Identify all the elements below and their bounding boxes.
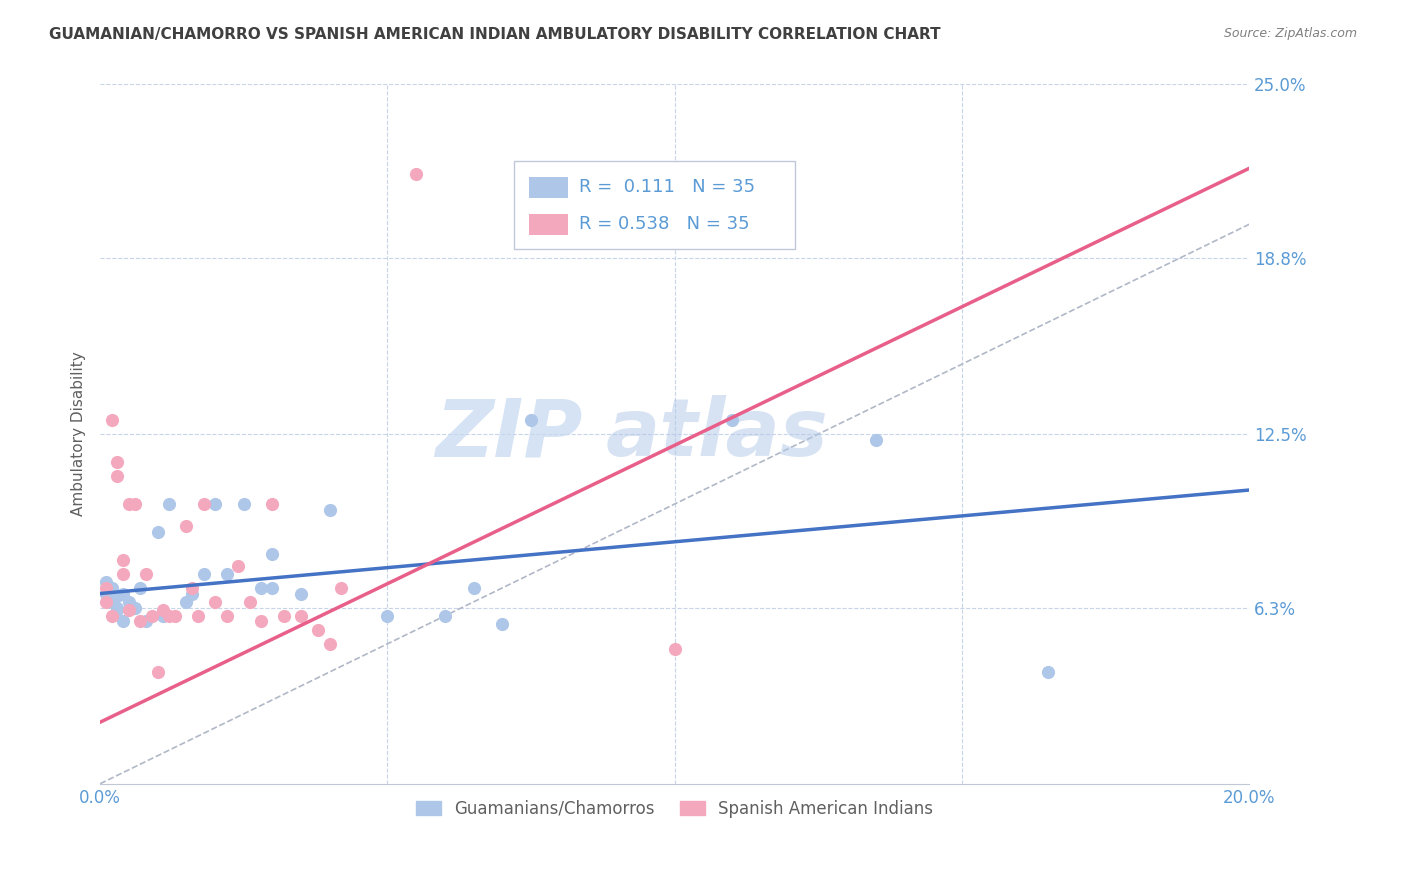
Point	[250, 615, 273, 629]
Point	[330, 581, 353, 595]
Point	[520, 413, 543, 427]
Point	[176, 595, 198, 609]
Y-axis label: Ambulatory Disability: Ambulatory Disability	[72, 351, 86, 516]
Point	[124, 497, 146, 511]
Point	[290, 586, 312, 600]
Point	[163, 608, 186, 623]
Point	[157, 497, 180, 511]
Point	[105, 600, 128, 615]
Point	[146, 665, 169, 679]
Point	[176, 519, 198, 533]
Point	[112, 566, 135, 581]
Point	[1036, 665, 1059, 679]
Point	[181, 581, 204, 595]
Point	[100, 581, 122, 595]
Point	[232, 497, 254, 511]
Point	[463, 581, 485, 595]
Text: ZIP: ZIP	[436, 395, 582, 473]
Point	[193, 497, 215, 511]
Point	[215, 608, 238, 623]
Point	[94, 581, 117, 595]
Point	[319, 502, 342, 516]
Point	[204, 497, 226, 511]
Point	[250, 581, 273, 595]
Point	[238, 595, 260, 609]
Point	[100, 413, 122, 427]
Point	[112, 615, 135, 629]
Point	[112, 586, 135, 600]
Point	[141, 608, 163, 623]
Point	[204, 595, 226, 609]
Point	[146, 524, 169, 539]
Text: R = 0.538   N = 35: R = 0.538 N = 35	[579, 215, 749, 233]
Point	[262, 547, 284, 561]
FancyBboxPatch shape	[513, 161, 796, 249]
Point	[105, 603, 128, 617]
Point	[377, 608, 399, 623]
Point	[105, 590, 128, 604]
Point	[100, 608, 122, 623]
Text: atlas: atlas	[606, 395, 828, 473]
FancyBboxPatch shape	[529, 214, 568, 235]
Text: R =  0.111   N = 35: R = 0.111 N = 35	[579, 178, 755, 196]
Point	[215, 566, 238, 581]
Point	[262, 497, 284, 511]
Point	[664, 642, 686, 657]
Point	[118, 603, 141, 617]
Point	[226, 558, 249, 573]
Point	[157, 608, 180, 623]
Point	[118, 497, 141, 511]
Point	[865, 433, 887, 447]
Point	[105, 469, 128, 483]
Point	[152, 608, 174, 623]
Point	[94, 595, 117, 609]
Point	[112, 553, 135, 567]
Point	[262, 581, 284, 595]
Text: Source: ZipAtlas.com: Source: ZipAtlas.com	[1223, 27, 1357, 40]
FancyBboxPatch shape	[529, 178, 568, 198]
Point	[193, 566, 215, 581]
Point	[118, 595, 141, 609]
Point	[94, 586, 117, 600]
Point	[152, 603, 174, 617]
Point	[319, 637, 342, 651]
Point	[491, 617, 513, 632]
Point	[135, 615, 157, 629]
Point	[187, 608, 209, 623]
Point	[105, 455, 128, 469]
Point	[405, 167, 427, 181]
Point	[124, 600, 146, 615]
Text: GUAMANIAN/CHAMORRO VS SPANISH AMERICAN INDIAN AMBULATORY DISABILITY CORRELATION : GUAMANIAN/CHAMORRO VS SPANISH AMERICAN I…	[49, 27, 941, 42]
Point	[129, 581, 152, 595]
Point	[135, 566, 157, 581]
Point	[181, 586, 204, 600]
Legend: Guamanians/Chamorros, Spanish American Indians: Guamanians/Chamorros, Spanish American I…	[409, 793, 939, 824]
Point	[721, 413, 744, 427]
Point	[100, 595, 122, 609]
Point	[290, 608, 312, 623]
Point	[94, 575, 117, 590]
Point	[307, 623, 329, 637]
Point	[273, 608, 295, 623]
Point	[433, 608, 456, 623]
Point	[129, 615, 152, 629]
